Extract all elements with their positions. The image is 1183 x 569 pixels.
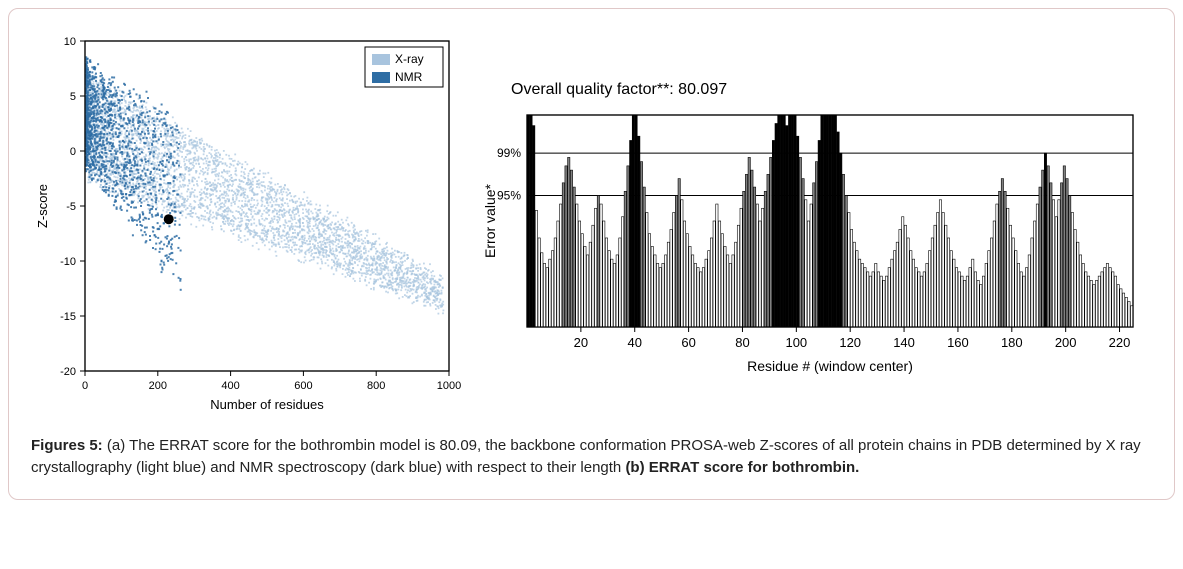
chart-b-errat-bars: 99%95%20406080100120140160180200220Resid… (481, 107, 1141, 377)
chart-b-title: Overall quality factor**: 80.097 (511, 81, 1141, 99)
chart-b-svg: 99%95%20406080100120140160180200220Resid… (481, 107, 1141, 377)
chart-b-wrapper: Overall quality factor**: 80.097 99%95%2… (481, 81, 1141, 377)
caption-text-a: (a) The ERRAT score for the bothrombin m… (31, 437, 1141, 476)
chart-a-zscore-scatter: 02004006008001000-20-15-10-50510Number o… (31, 27, 461, 417)
caption-text-b: (b) ERRAT score for bothrombin. (625, 459, 859, 476)
figure-caption: Figures 5: (a) The ERRAT score for the b… (31, 435, 1152, 479)
caption-prefix: Figures 5: (31, 437, 103, 454)
chart-a-svg: 02004006008001000-20-15-10-50510Number o… (31, 27, 461, 417)
figure-container: 02004006008001000-20-15-10-50510Number o… (8, 8, 1175, 500)
charts-row: 02004006008001000-20-15-10-50510Number o… (31, 27, 1152, 417)
